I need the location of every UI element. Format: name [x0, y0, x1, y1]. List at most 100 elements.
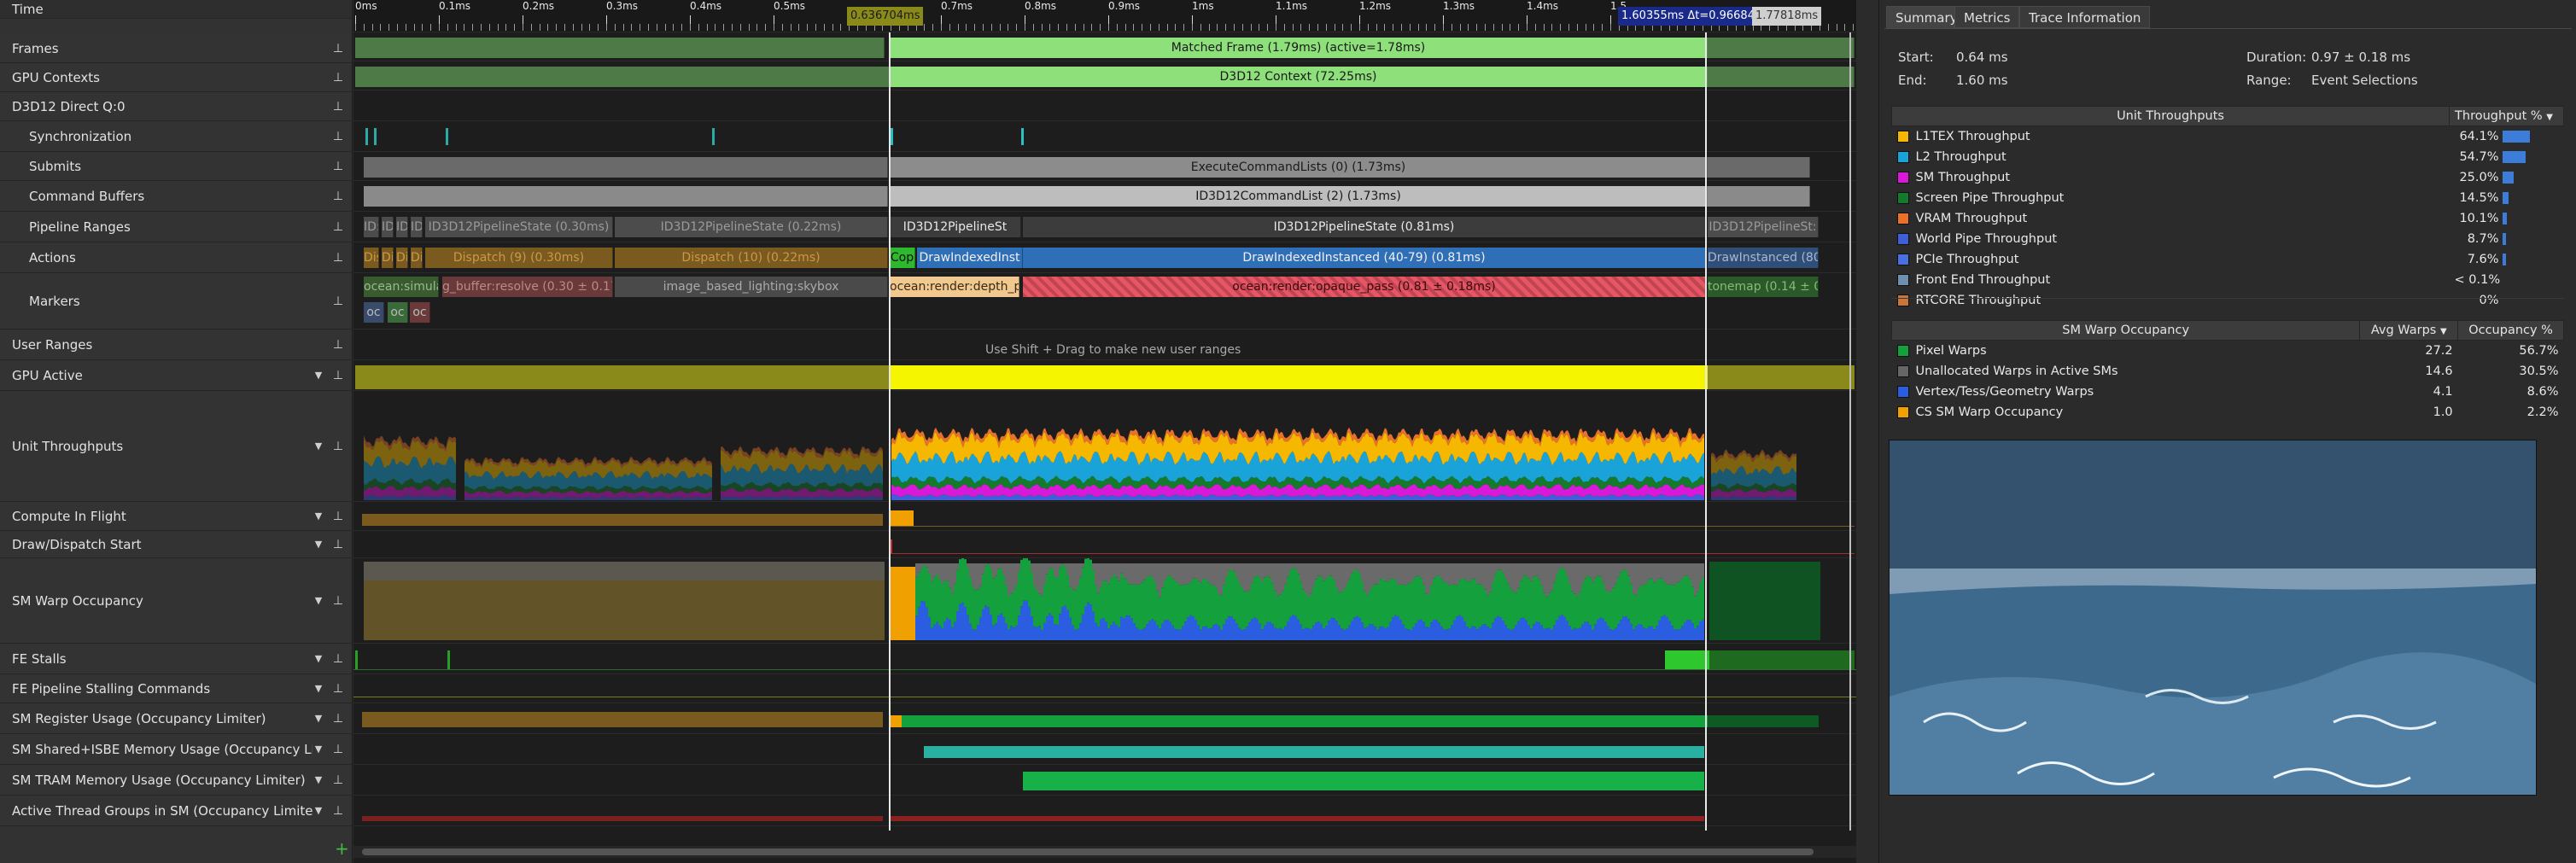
chevron-down-icon[interactable]: ▼ — [314, 595, 323, 606]
submit-bar-dim-right[interactable] — [1708, 157, 1810, 178]
chevron-down-icon[interactable]: ▼ — [314, 805, 323, 816]
table-splitter[interactable] — [1891, 298, 2564, 302]
throughput-row[interactable]: VRAM Throughput 10.1% — [1891, 207, 2564, 229]
pin-icon[interactable]: ⊥ — [332, 537, 344, 551]
marker-bar[interactable]: ocean:render:opaque_pass (0.81 ± 0.18ms) — [1023, 277, 1706, 297]
track-label-row[interactable]: FE Pipeline Stalling Commands ▼ ⊥ — [0, 674, 352, 703]
pin-icon[interactable]: ⊥ — [332, 711, 344, 726]
pipeline-range-bar[interactable]: ID: — [382, 217, 394, 237]
sync-event[interactable] — [446, 128, 448, 145]
track-label-row[interactable]: GPU Contexts ⊥ — [0, 63, 352, 92]
context-bar-dim-left[interactable] — [355, 67, 890, 87]
chevron-down-icon[interactable]: ▼ — [314, 774, 323, 785]
throughput-row[interactable]: SM Throughput 25.0% — [1891, 166, 2564, 188]
track-label-row[interactable]: SM TRAM Memory Usage (Occupancy Limiter)… — [0, 765, 352, 796]
pin-icon[interactable]: ⊥ — [332, 742, 344, 756]
tab-summary[interactable]: Summary — [1886, 6, 1967, 28]
chevron-down-icon[interactable]: ▼ — [314, 370, 323, 381]
track-label-row[interactable]: FE Stalls ▼ ⊥ — [0, 644, 352, 674]
far-cursor-line[interactable] — [1849, 32, 1851, 831]
track-label-row[interactable]: Submits ⊥ — [0, 152, 352, 181]
track-label-row[interactable]: Unit Throughputs ▼ ⊥ — [0, 391, 352, 502]
track-label-row[interactable]: Markers ⊥ — [0, 273, 352, 329]
selection-start-line[interactable] — [889, 32, 891, 831]
pin-icon[interactable]: ⊥ — [332, 803, 344, 818]
pin-icon[interactable]: ⊥ — [332, 219, 344, 234]
selection-end-line[interactable] — [1705, 32, 1707, 831]
cmdlist-bar-dim-right[interactable] — [1708, 186, 1810, 207]
action-bar[interactable]: Dispatch (9) (0.30ms) — [425, 248, 613, 268]
throughput-row[interactable]: PCIe Throughput 7.6% — [1891, 248, 2564, 270]
pin-icon[interactable]: ⊥ — [332, 439, 344, 453]
tab-metrics[interactable]: Metrics — [1954, 6, 2020, 28]
pin-icon[interactable]: ⊥ — [332, 129, 344, 143]
pipeline-range-bar[interactable]: ID3D12PipelineState (0.22ms) — [615, 217, 888, 237]
chevron-down-icon[interactable]: ▼ — [314, 713, 323, 724]
warp-row[interactable]: Pixel Warps 27.2 56.7% — [1891, 340, 2564, 361]
action-bar[interactable]: Dis — [364, 248, 379, 268]
warp-row[interactable]: Unallocated Warps in Active SMs 14.6 30.5% — [1891, 360, 2564, 382]
pin-icon[interactable]: ⊥ — [332, 189, 344, 203]
action-bar[interactable]: Di — [396, 248, 408, 268]
pin-icon[interactable]: ⊥ — [332, 99, 344, 114]
track-label-row[interactable]: Pipeline Ranges ⊥ — [0, 212, 352, 242]
warp-row[interactable]: CS SM Warp Occupancy 1.0 2.2% — [1891, 401, 2564, 423]
marker-sub-bar[interactable]: oc — [410, 302, 430, 323]
track-label-row[interactable]: Synchronization ⊥ — [0, 121, 352, 152]
command-list-bar[interactable]: ID3D12CommandList (2) (1.73ms) — [890, 186, 1708, 207]
chevron-down-icon[interactable]: ▼ — [314, 440, 323, 452]
scrollbar-thumb[interactable] — [362, 848, 1814, 855]
execute-command-lists-bar[interactable]: ExecuteCommandLists (0) (1.73ms) — [890, 157, 1708, 178]
pin-icon[interactable]: ⊥ — [332, 70, 344, 85]
pin-icon[interactable]: ⊥ — [332, 593, 344, 608]
sync-event[interactable] — [365, 128, 368, 145]
track-label-row[interactable]: Actions ⊥ — [0, 242, 352, 273]
pin-icon[interactable]: ⊥ — [332, 368, 344, 382]
matched-frame-bar[interactable]: Matched Frame (1.79ms) (active=1.78ms) — [890, 38, 1708, 58]
marker-bar[interactable]: ocean:render:depth_pr — [890, 277, 1019, 297]
sync-event[interactable] — [374, 128, 377, 145]
chevron-down-icon[interactable]: ▼ — [314, 743, 323, 755]
cmdlist-bar-dim[interactable] — [364, 186, 888, 207]
sync-event[interactable] — [1021, 128, 1024, 145]
track-label-row[interactable]: Active Thread Groups in SM (Occupancy Li… — [0, 796, 352, 826]
action-bar[interactable]: Di — [382, 248, 394, 268]
pipeline-range-bar[interactable]: ID3D12PipelineSt — [890, 217, 1021, 237]
pin-icon[interactable]: ⊥ — [332, 681, 344, 696]
action-bar[interactable]: DrawInstanced (80) — [1708, 248, 1819, 268]
sync-event[interactable] — [890, 128, 893, 145]
pin-icon[interactable]: ⊥ — [332, 159, 344, 173]
track-label-row[interactable]: Command Buffers ⊥ — [0, 181, 352, 212]
pin-icon[interactable]: ⊥ — [332, 509, 344, 523]
warps-header-avg[interactable]: Avg Warps ▼ — [2359, 320, 2459, 341]
timeline-view[interactable]: 0ms 0.1ms 0.2ms 0.3ms 0.4ms 0.5ms 0.7ms 0.8ms 0.… — [353, 0, 1856, 863]
marker-bar[interactable]: g_buffer:resolve (0.30 ± 0.17ms) — [442, 277, 613, 297]
frame-bar-dim-right[interactable] — [1708, 38, 1855, 58]
pin-icon[interactable]: ⊥ — [332, 41, 344, 55]
user-ranges-track[interactable]: Use Shift + Drag to make new user ranges — [353, 329, 1856, 360]
throughput-row[interactable]: L1TEX Throughput 64.1% — [1891, 125, 2564, 147]
track-label-row[interactable]: SM Shared+ISBE Memory Usage (Occupancy L… — [0, 734, 352, 765]
marker-bar[interactable]: image_based_lighting:skybox — [615, 277, 888, 297]
action-bar[interactable]: DrawIndexedInstanced (40-79) (0.81ms) — [1023, 248, 1706, 268]
chevron-down-icon[interactable]: ▼ — [314, 683, 323, 694]
warps-header-occ[interactable]: Occupancy % — [2457, 320, 2564, 341]
marker-bar[interactable]: tonemap (0.14 ± 0 — [1708, 277, 1819, 297]
action-bar[interactable]: Cop — [890, 248, 915, 268]
throughputs-header-value[interactable]: Throughput % ▼ — [2449, 106, 2564, 126]
pin-icon[interactable]: ⊥ — [332, 651, 344, 666]
chevron-down-icon[interactable]: ▼ — [314, 653, 323, 664]
pipeline-range-bar[interactable]: ID: — [411, 217, 423, 237]
cursor-far-marker[interactable]: 1.77818ms — [1752, 7, 1822, 26]
track-label-row[interactable]: SM Register Usage (Occupancy Limiter) ▼ ⊥ — [0, 703, 352, 734]
marker-sub-bar[interactable]: oc — [364, 302, 384, 323]
throughputs-header-name[interactable]: Unit Throughputs — [1890, 106, 2450, 126]
pin-icon[interactable]: ⊥ — [332, 773, 344, 787]
pin-icon[interactable]: ⊥ — [332, 294, 344, 308]
timeline-horizontal-scrollbar[interactable] — [353, 846, 1856, 858]
cursor-end-marker[interactable]: 1.60355ms Δt=0.966848ms — [1618, 7, 1782, 26]
throughput-row[interactable]: Screen Pipe Throughput 14.5% — [1891, 187, 2564, 208]
marker-sub-bar[interactable]: oc — [388, 302, 408, 323]
pipeline-range-bar[interactable]: ID3D12PipelineState (0.30ms) — [425, 217, 613, 237]
action-bar[interactable]: Dis — [411, 248, 423, 268]
